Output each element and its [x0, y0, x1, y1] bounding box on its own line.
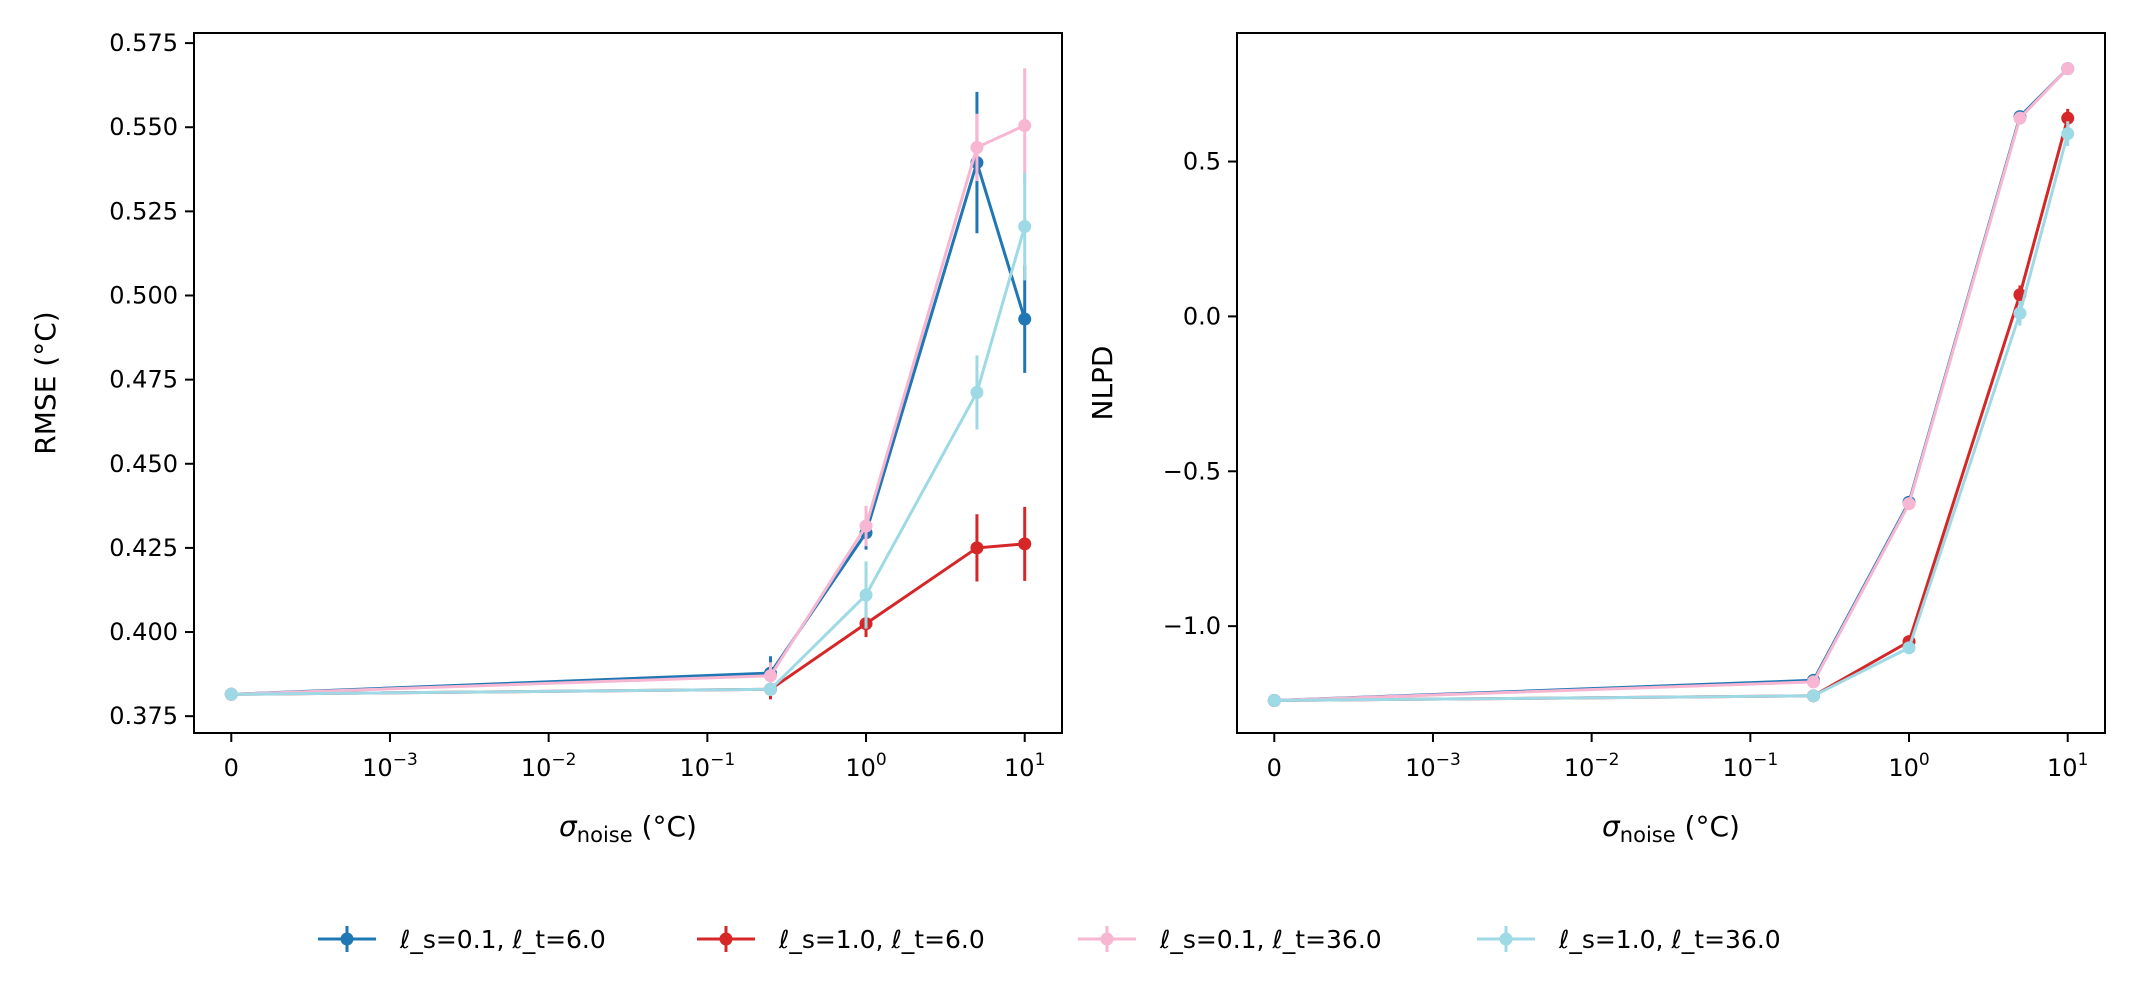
series-line	[231, 542, 1025, 696]
y-tick-label: 0.575	[109, 29, 178, 57]
y-tick-label: 0.5	[1183, 148, 1221, 176]
y-tick-label: −0.5	[1163, 457, 1221, 485]
data-point	[1018, 220, 1032, 234]
y-tick-label: 0.475	[109, 366, 178, 394]
x-tick-label: 101	[2047, 750, 2088, 782]
y-tick-label: 0.375	[109, 702, 178, 730]
axes-frame	[193, 32, 1063, 734]
y-tick-label: 0.525	[109, 197, 178, 225]
series-1	[224, 91, 1032, 701]
legend-marker	[1100, 932, 1114, 946]
data-point	[1902, 641, 1916, 655]
x-tick-label: 10−1	[680, 750, 736, 782]
x-tick-label: 10−3	[1405, 750, 1461, 782]
legend-label: ℓ_s=0.1, ℓ_t=36.0	[1159, 925, 1382, 954]
series-2	[224, 506, 1032, 701]
data-point	[2061, 62, 2075, 76]
series-line	[1274, 133, 2070, 702]
x-tick-label: 10−3	[362, 750, 418, 782]
legend-marker	[340, 932, 354, 946]
series-line	[1274, 67, 2069, 702]
y-tick-label: 0.400	[109, 618, 178, 646]
data-point	[1806, 689, 1820, 703]
x-tick-label: 10−2	[1564, 750, 1620, 782]
data-point	[1018, 312, 1032, 326]
x-tick-label: 10−1	[1723, 750, 1779, 782]
legend-entry-1: ℓ_s=0.1, ℓ_t=6.0	[318, 925, 606, 954]
data-point	[1018, 119, 1032, 133]
x-tick-label: 0	[224, 754, 239, 782]
series-2	[1267, 108, 2075, 707]
x-tick-label: 100	[1888, 750, 1929, 782]
series-line	[1274, 67, 2069, 702]
legend-marker	[719, 932, 733, 946]
x-axis-label: σnoise (°C)	[559, 810, 697, 847]
y-axis-label: NLPD	[1086, 346, 1119, 421]
data-point	[2013, 306, 2027, 320]
data-point	[763, 669, 777, 683]
x-tick-label: 101	[1004, 750, 1045, 782]
data-point	[859, 519, 873, 533]
legend-label: ℓ_s=1.0, ℓ_t=36.0	[1558, 925, 1781, 954]
data-point	[970, 385, 984, 399]
y-axis-label: RMSE (°C)	[29, 311, 62, 454]
series-4	[1267, 121, 2075, 707]
series-3	[1267, 62, 2075, 707]
legend-marker	[1499, 932, 1513, 946]
legend: ℓ_s=0.1, ℓ_t=6.0 ℓ_s=1.0, ℓ_t=6.0 ℓ_s=0.1,…	[318, 925, 1781, 954]
series-line	[231, 157, 1027, 696]
x-tick-label: 10−2	[521, 750, 577, 782]
axes-frame	[1236, 32, 2106, 734]
y-tick-label: 0.550	[109, 113, 178, 141]
nlpd-panel: 0 10−3 10−2 10−1 100 101 −1.0 −0.5 0.0 0.5 σnoise …	[1086, 32, 2106, 847]
legend-entry-2: ℓ_s=1.0, ℓ_t=6.0	[697, 925, 985, 954]
y-tick-label: 0.450	[109, 450, 178, 478]
data-point	[2013, 111, 2027, 125]
data-point	[970, 541, 984, 555]
data-point	[224, 687, 238, 701]
data-point	[2061, 111, 2075, 125]
series-line	[1274, 117, 2070, 702]
series-1	[1267, 62, 2075, 707]
legend-entry-4: ℓ_s=1.0, ℓ_t=36.0	[1477, 925, 1781, 954]
x-axis-label: σnoise (°C)	[1602, 810, 1740, 847]
series-line	[231, 226, 1027, 696]
series-line	[231, 124, 1026, 696]
y-tick-label: −1.0	[1163, 612, 1221, 640]
y-tick-label: 0.0	[1183, 302, 1221, 330]
y-tick-label: 0.500	[109, 282, 178, 310]
x-tick-label: 100	[845, 750, 886, 782]
data-point	[1806, 675, 1820, 689]
data-point	[970, 140, 984, 154]
series-4	[224, 172, 1032, 701]
data-point	[2061, 127, 2075, 141]
data-point	[859, 588, 873, 602]
data-point	[763, 682, 777, 696]
data-point	[1018, 537, 1032, 551]
data-point	[1267, 693, 1281, 707]
rmse-panel: 0 10−3 10−2 10−1 100 101 0.375 0.400 0.425 0.450 0…	[29, 29, 1063, 847]
data-point	[1902, 497, 1916, 511]
y-tick-label: 0.425	[109, 534, 178, 562]
x-tick-label: 0	[1267, 754, 1282, 782]
legend-label: ℓ_s=0.1, ℓ_t=6.0	[399, 925, 606, 954]
legend-entry-3: ℓ_s=0.1, ℓ_t=36.0	[1078, 925, 1382, 954]
legend-label: ℓ_s=1.0, ℓ_t=6.0	[778, 925, 985, 954]
